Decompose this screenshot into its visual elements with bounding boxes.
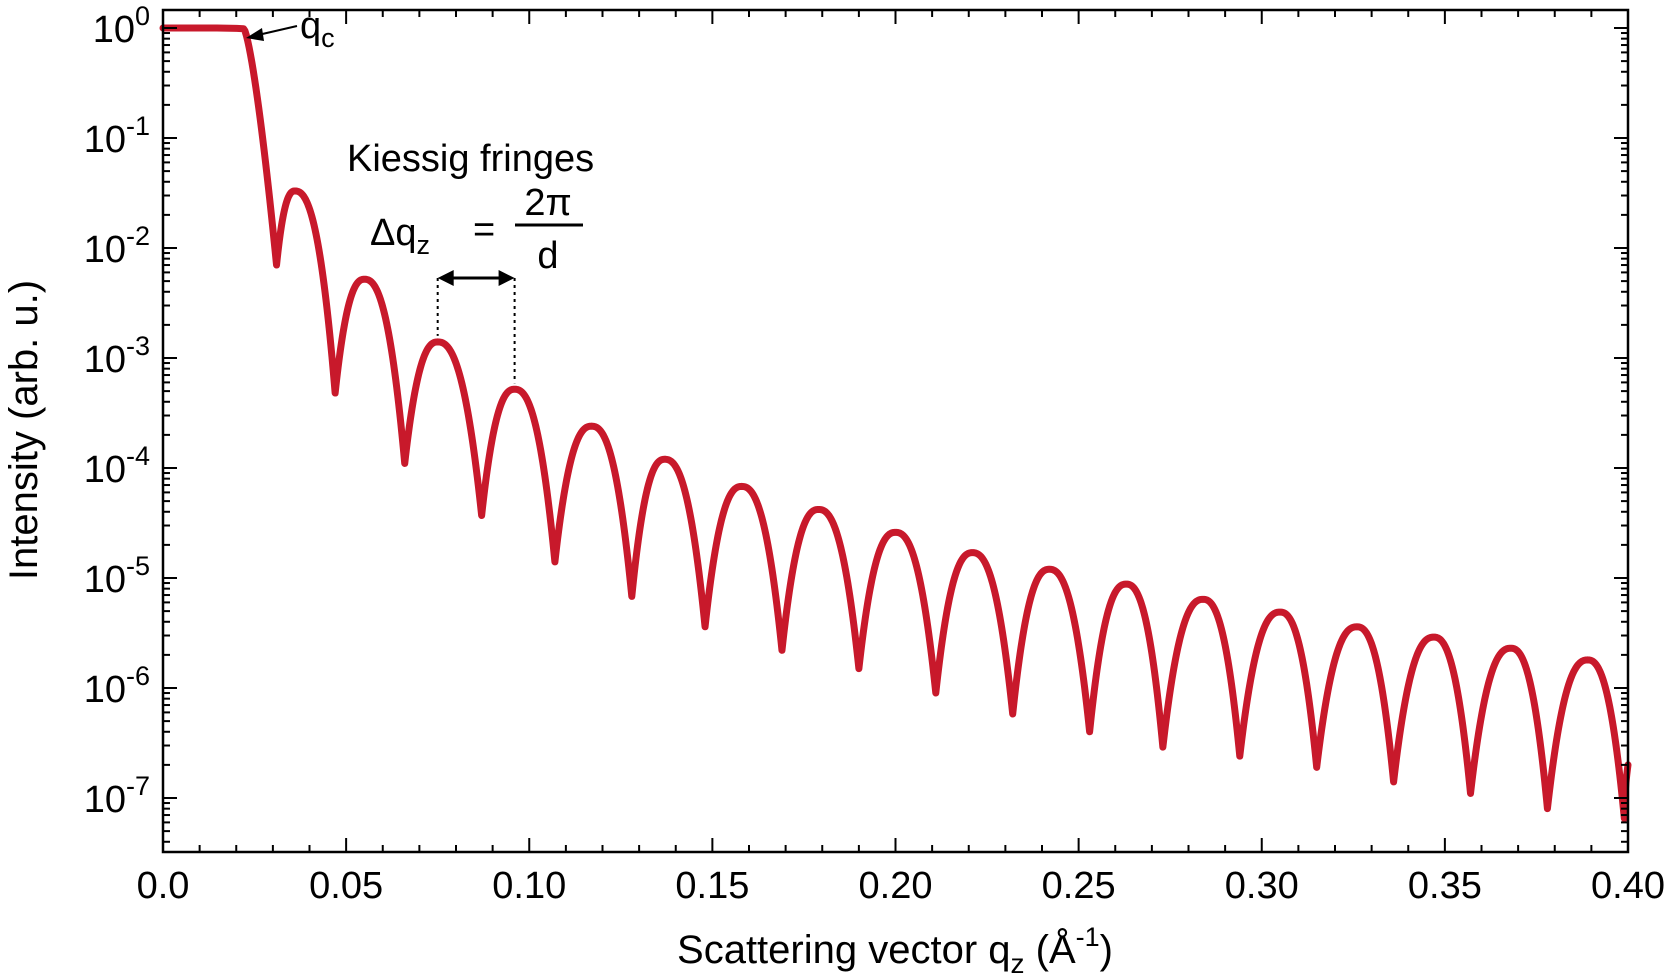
y-tick-label: 10-1: [84, 111, 150, 161]
y-tick-label: 10-7: [84, 771, 150, 821]
qc-annotation: qc: [246, 5, 335, 53]
axis-ticks: [162, 10, 1629, 852]
plot-frame: [161, 8, 1630, 854]
x-tick-label: 0.30: [1225, 865, 1299, 907]
qc-arrow-line: [257, 25, 298, 36]
x-axis-title: Scattering vector qz (Å-1): [677, 922, 1113, 977]
fringe-spacing-marker: [436, 270, 516, 384]
y-tick-labels: 100 10-1 10-2 10-3 10-4 10-5 10-6 10-7: [84, 1, 150, 821]
formula-numerator: 2π: [524, 182, 571, 224]
y-tick-label: 10-4: [84, 441, 150, 491]
x-tick-label: 0.15: [675, 865, 749, 907]
spacing-arrowhead-right: [498, 270, 515, 286]
x-tick-label: 0.10: [492, 865, 566, 907]
y-tick-label: 10-3: [84, 331, 150, 381]
formula-equals: =: [473, 209, 495, 251]
y-tick-label: 10-5: [84, 551, 150, 601]
x-tick-label: 0.40: [1591, 865, 1665, 907]
x-tick-labels: 0.0 0.05 0.10 0.15 0.20 0.25 0.30 0.35 0.40: [137, 865, 1665, 907]
spacing-arrowhead-left: [437, 270, 454, 286]
x-tick-label: 0.25: [1042, 865, 1116, 907]
y-tick-label: 100: [93, 1, 150, 51]
x-tick-label: 0.35: [1408, 865, 1482, 907]
fringe-formula: Δqz = 2π d: [370, 182, 583, 277]
kiessig-label: Kiessig fringes: [347, 138, 594, 180]
x-tick-label: 0.0: [137, 865, 190, 907]
x-tick-label: 0.05: [309, 865, 383, 907]
x-tick-label: 0.20: [859, 865, 933, 907]
qc-arrowhead: [246, 28, 264, 41]
y-tick-label: 10-6: [84, 661, 150, 711]
y-axis-title: Intensity (arb. u.): [2, 280, 46, 580]
formula-delta-q: Δqz: [370, 212, 430, 260]
y-tick-label: 10-2: [84, 221, 150, 271]
reflectivity-curve: [159, 24, 1632, 823]
formula-denominator: d: [537, 235, 558, 277]
qc-label: qc: [300, 5, 335, 53]
